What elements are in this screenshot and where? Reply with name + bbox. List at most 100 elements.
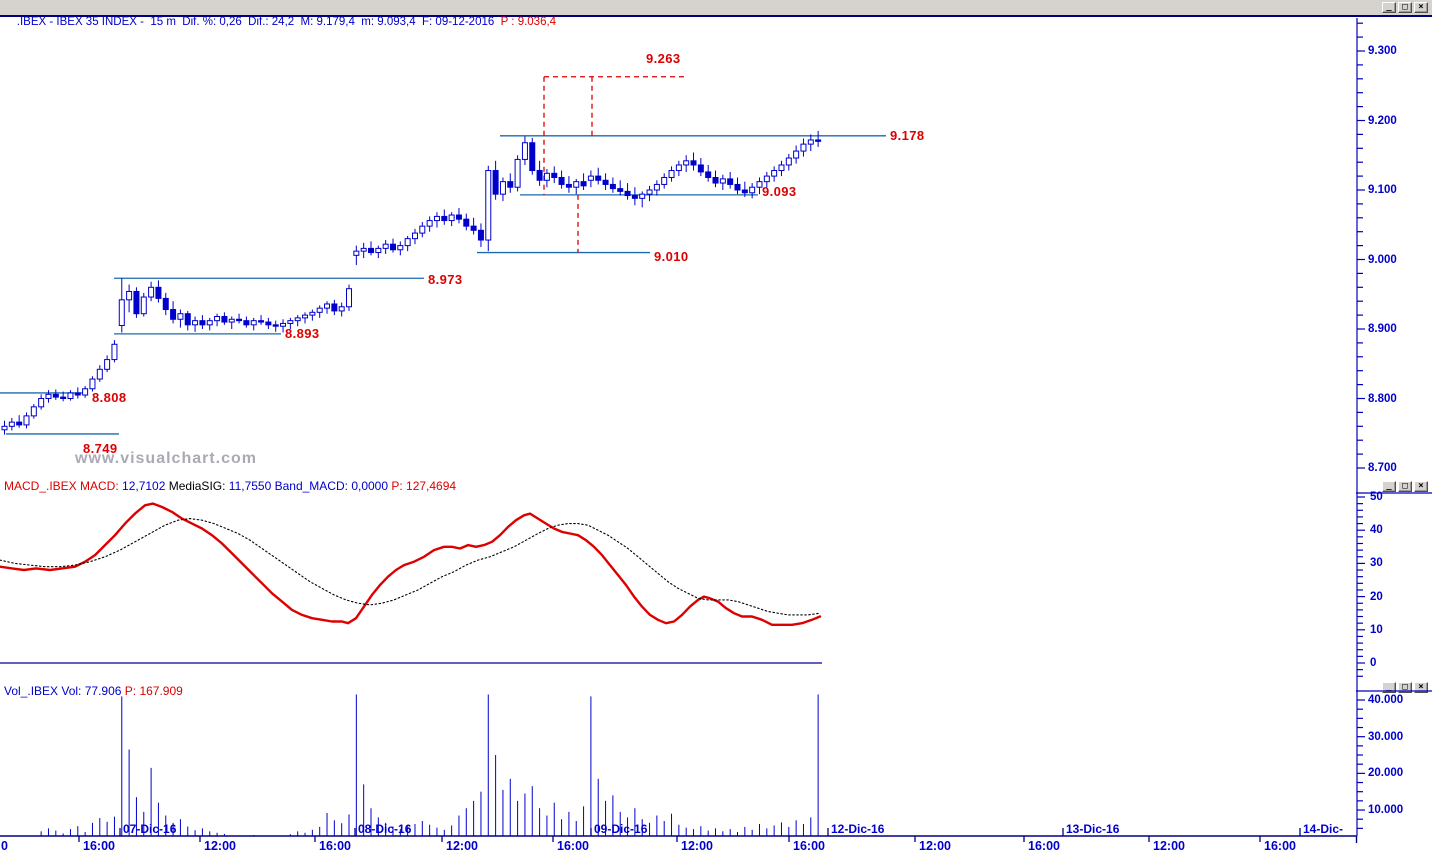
- level-label-8.749: 8.749: [83, 441, 118, 456]
- macd-close-button[interactable]: ×: [1414, 481, 1428, 492]
- header-segment: 77.906: [84, 684, 125, 698]
- time-label: 0: [1, 839, 8, 853]
- volume-panel[interactable]: [0, 683, 1356, 836]
- candle-body: [499, 181, 506, 195]
- candle-body: [272, 324, 279, 327]
- header-segment: 12,7102: [122, 479, 169, 493]
- macd-header: MACD_.IBEX MACD: 12,7102 MediaSIG: 11,75…: [4, 479, 456, 493]
- time-label: 12:00: [204, 839, 236, 853]
- macd-axis-label: 10: [1370, 623, 1383, 636]
- header-segment: Vol_.IBEX Vol:: [4, 684, 85, 698]
- candle-body: [294, 317, 301, 322]
- candle-body: [646, 189, 653, 195]
- candle-body: [551, 172, 558, 178]
- support-resistance-lines: [0, 76, 886, 435]
- candle-body: [463, 218, 470, 227]
- macd-axis-label: 30: [1370, 557, 1383, 570]
- candle-body: [1, 425, 8, 431]
- candle-body: [389, 243, 396, 251]
- time-label: 16:00: [793, 839, 825, 853]
- candle-body: [199, 320, 206, 326]
- candle-body: [470, 225, 477, 231]
- candle-body: [448, 214, 455, 222]
- candle-body: [675, 164, 682, 172]
- macd-window-controls: _ □ ×: [1382, 481, 1428, 492]
- candle-body: [16, 421, 23, 426]
- time-label: 16:00: [319, 839, 351, 853]
- time-label: 16:00: [1264, 839, 1296, 853]
- candle-body: [558, 176, 565, 185]
- candle-body: [360, 247, 367, 252]
- candle-body: [543, 172, 550, 181]
- level-label-8.973: 8.973: [428, 272, 463, 287]
- price-axis-label: 9.100: [1368, 184, 1397, 196]
- candle-body: [104, 359, 111, 370]
- time-x-axis[interactable]: [0, 820, 1432, 857]
- macd-indicator-panel[interactable]: [0, 478, 1356, 682]
- candle-body: [265, 321, 272, 326]
- candle-body: [624, 190, 631, 197]
- candle-body: [653, 183, 660, 191]
- time-label: 16:00: [1028, 839, 1060, 853]
- date-label: 12-Dic-16: [831, 822, 885, 836]
- header-segment: P: 127,4694: [391, 479, 457, 493]
- candle-body: [514, 158, 521, 188]
- level-label-9.010: 9.010: [654, 249, 689, 264]
- macd-axis-label: 0: [1370, 657, 1377, 669]
- candle-body: [140, 296, 147, 315]
- volume-bars: [25, 694, 819, 836]
- candle-body: [485, 170, 492, 241]
- macd-maximize-button[interactable]: □: [1398, 481, 1412, 492]
- volume-maximize-button[interactable]: □: [1398, 682, 1412, 693]
- candle-body: [221, 315, 228, 323]
- candle-body: [96, 368, 103, 380]
- candle-body: [477, 229, 484, 241]
- candle-body: [346, 288, 353, 308]
- main-maximize-button[interactable]: □: [1398, 2, 1412, 13]
- level-label-9.093: 9.093: [762, 184, 797, 199]
- candle-body: [536, 170, 543, 181]
- main-close-button[interactable]: ×: [1414, 2, 1428, 13]
- candle-body: [580, 181, 587, 187]
- price-axis-label: 8.800: [1368, 392, 1397, 405]
- candle-body: [309, 311, 316, 316]
- candle-body: [228, 318, 235, 323]
- macd-minimize-button[interactable]: _: [1382, 481, 1396, 492]
- candle-body: [756, 181, 763, 188]
- date-label: 14-Dic-: [1303, 822, 1344, 836]
- candle-body: [331, 303, 338, 312]
- price-axis-label: 8.900: [1368, 323, 1397, 335]
- candle-body: [111, 343, 118, 361]
- candle-body: [815, 139, 822, 142]
- candle-body: [771, 170, 778, 177]
- volume-close-button[interactable]: ×: [1414, 682, 1428, 693]
- volume-window-controls: _ □ ×: [1382, 682, 1428, 693]
- header-segment: Band_MACD:: [274, 479, 352, 493]
- candle-body: [565, 183, 572, 188]
- header-segment: P: 167.909: [124, 684, 183, 698]
- candle-body: [206, 320, 213, 326]
- candle-body: [441, 215, 448, 222]
- header-segment: MACD_.IBEX MACD:: [4, 479, 123, 493]
- price-y-axis[interactable]: [1356, 0, 1432, 857]
- candle-body: [793, 150, 800, 159]
- price-chart-panel[interactable]: [0, 18, 1356, 477]
- header-segment: 11,7550: [228, 479, 275, 493]
- price-axis-label: 9.300: [1368, 45, 1397, 57]
- time-label: 12:00: [446, 839, 478, 853]
- time-label: 12:00: [681, 839, 713, 853]
- candle-body: [785, 157, 792, 166]
- candle-body: [661, 176, 668, 185]
- candle-body: [683, 160, 690, 166]
- volume-header: Vol_.IBEX Vol: 77.906 P: 167.909: [4, 684, 183, 698]
- header-segment: 0,0000: [351, 479, 392, 493]
- volume-minimize-button[interactable]: _: [1382, 682, 1396, 693]
- candlestick-series: [1, 130, 822, 435]
- macd-macd-line: [0, 502, 822, 627]
- level-label-9.178: 9.178: [890, 128, 925, 143]
- candle-body: [807, 139, 814, 145]
- candle-body: [155, 286, 162, 299]
- main-minimize-button[interactable]: _: [1382, 2, 1396, 13]
- candle-body: [258, 320, 265, 323]
- candle-body: [521, 142, 528, 160]
